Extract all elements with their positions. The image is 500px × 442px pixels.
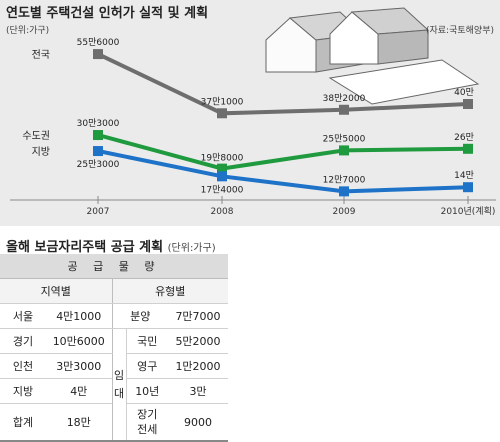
data-label: 55만6000 (77, 37, 120, 48)
data-point (217, 108, 227, 119)
data-point (93, 49, 103, 60)
house-illustration-icon (265, 7, 480, 105)
data-label: 25만3000 (77, 159, 120, 170)
table-header-supply: 공 급 물 량 (0, 254, 229, 279)
region-value: 4만 (46, 378, 112, 404)
region-name: 경기 (0, 328, 46, 354)
type-name: 분양 (111, 303, 168, 329)
series-line (97, 149, 469, 194)
data-point (339, 186, 349, 197)
region-value: 3만3000 (46, 353, 112, 379)
data-label: 25만5000 (323, 133, 366, 144)
col-region-header: 지역별 (0, 278, 112, 304)
col-type-header: 유형별 (111, 278, 229, 304)
x-tick-label: 2007 (87, 207, 110, 217)
data-point (463, 99, 473, 109)
series-line (97, 52, 469, 116)
chart-svg: 2007 2008 2009 2010년(계획) 55만6000 37만1000 38만20… (6, 5, 496, 217)
supply-table: 공 급 물 량 지역별 유형별 서울 4만1000 분양 7만7000 경기 1… (0, 254, 229, 442)
data-label: 12만7000 (323, 174, 366, 185)
region-value: 18만 (46, 403, 112, 442)
data-point (217, 171, 227, 182)
x-tick-label: 2010년(계획) (441, 205, 496, 217)
data-point (339, 104, 349, 115)
type-value: 7만7000 (168, 303, 229, 329)
region-name: 합계 (0, 403, 46, 442)
table-title: 올해 보금자리주택 공급 계획 (단위:가구) (6, 236, 216, 255)
type-name: 영구 (125, 353, 168, 379)
region-value: 4만1000 (46, 303, 112, 329)
data-point (93, 130, 103, 141)
type-name: 10년 (125, 378, 168, 404)
chart-panel: 2007 2008 2009 2010년(계획) 55만6000 37만1000 38만20… (0, 0, 500, 226)
data-label: 30만3000 (77, 118, 120, 129)
data-point (463, 143, 473, 154)
chart-unit: (단위:가구) (6, 25, 49, 36)
series-name-label: 지방 (32, 146, 50, 158)
region-name: 인천 (0, 353, 46, 379)
type-value: 3만 (168, 378, 229, 404)
series-name-label: 전국 (32, 49, 50, 61)
data-label: 38만2000 (323, 93, 366, 104)
table-unit: (단위:가구) (167, 243, 216, 254)
x-tick-label: 2009 (333, 207, 356, 217)
type-name: 장기 전세 (125, 403, 168, 442)
type-value: 1만2000 (168, 353, 229, 379)
type-value: 9000 (168, 403, 229, 442)
data-label: 40만 (454, 87, 474, 98)
data-label: 14만 (454, 170, 474, 181)
x-tick-label: 2008 (211, 207, 234, 217)
series-name-label: 수도권 (22, 130, 50, 142)
data-label: 37만1000 (201, 96, 244, 107)
data-point (93, 146, 103, 157)
region-name: 서울 (0, 303, 46, 329)
chart-title: 연도별 주택건설 인허가 실적 및 계획 (6, 5, 208, 21)
supply-plan-table-block: 올해 보금자리주택 공급 계획 (단위:가구) 공 급 물 량 지역별 유형별 … (0, 232, 500, 442)
region-name: 지방 (0, 378, 46, 404)
type-value: 5만2000 (168, 328, 229, 354)
chart-source: (자료:국토해양부) (426, 25, 494, 36)
type-name: 국민 (125, 328, 168, 354)
data-label: 26만 (454, 132, 474, 143)
table-title-text: 올해 보금자리주택 공급 계획 (6, 240, 164, 255)
series-line (97, 133, 469, 171)
data-label: 19만8000 (201, 153, 244, 164)
rental-group-label: 임 대 (111, 328, 126, 442)
data-point (217, 163, 227, 174)
data-point (463, 182, 473, 193)
data-label: 17만4000 (201, 184, 244, 195)
data-point (339, 145, 349, 156)
region-value: 10만6000 (46, 328, 112, 354)
